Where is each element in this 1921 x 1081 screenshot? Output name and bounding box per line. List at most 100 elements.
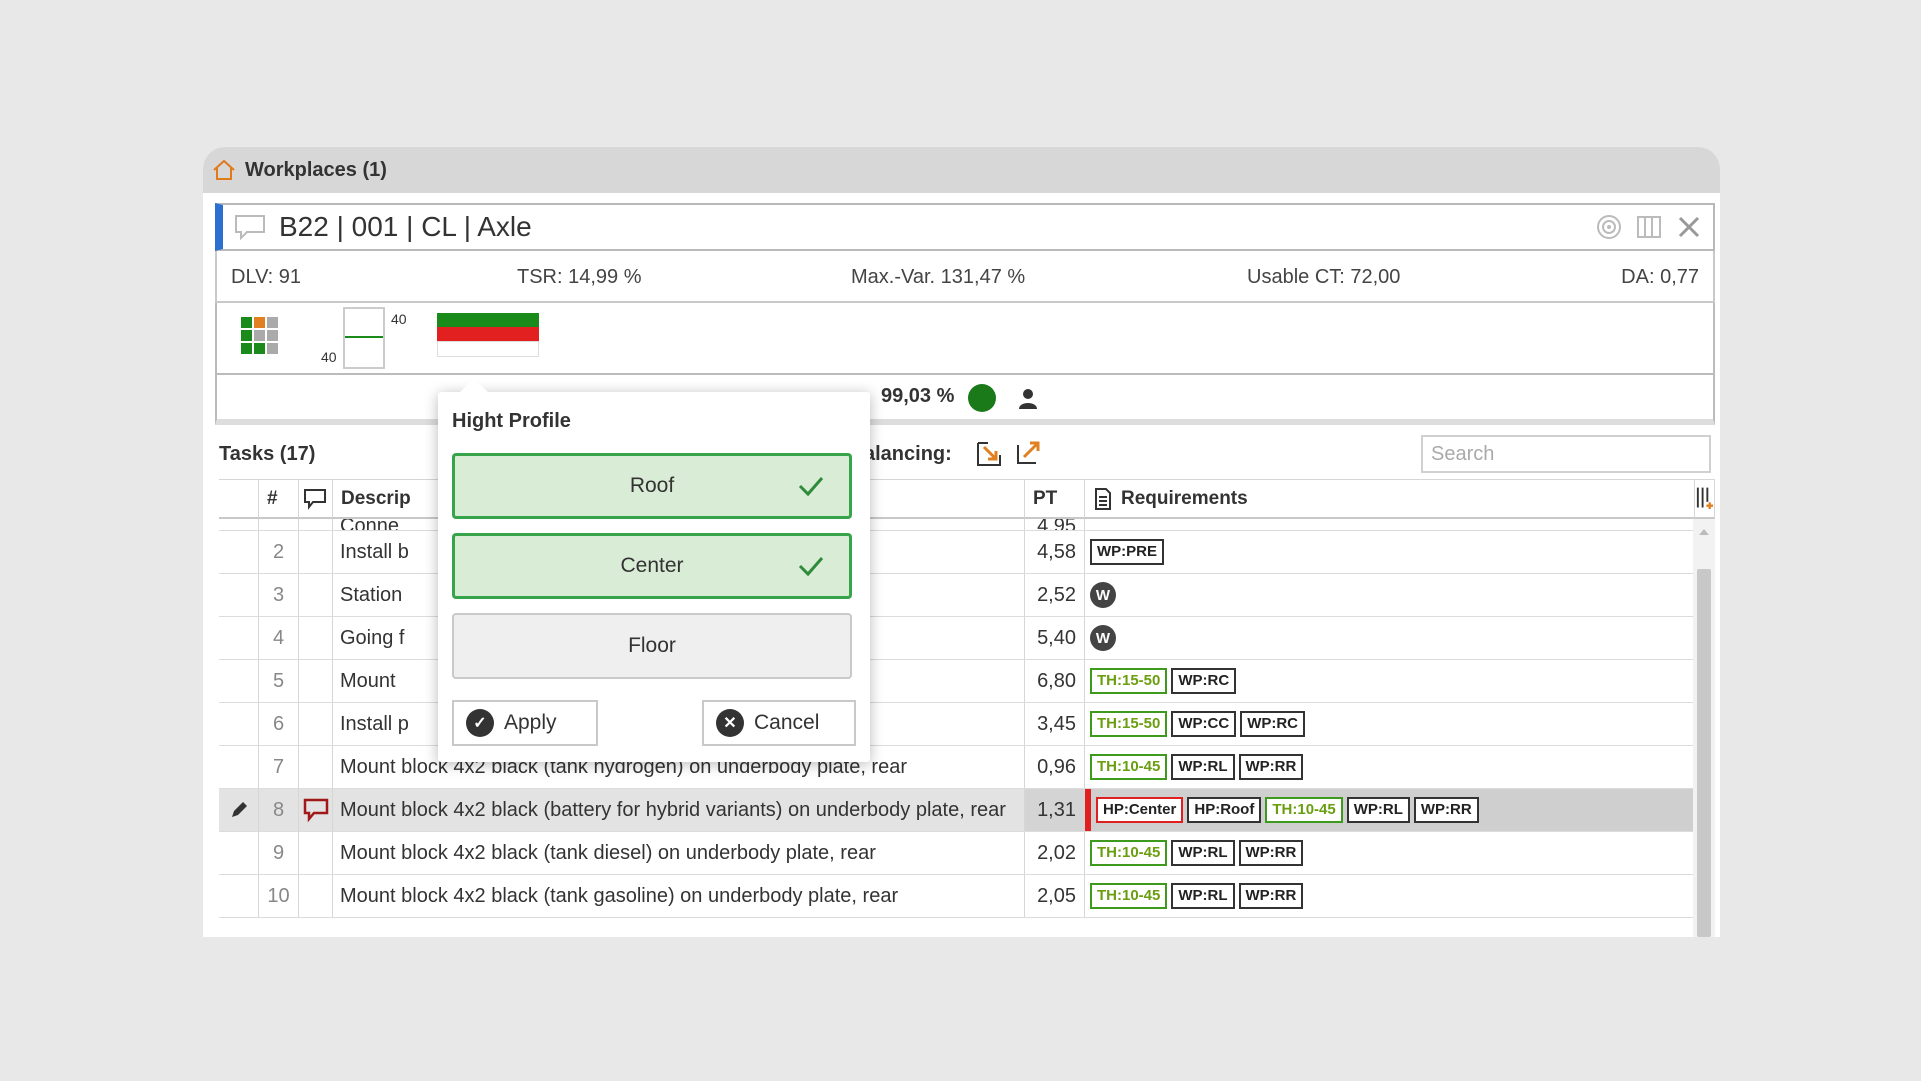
row-comment-cell[interactable] bbox=[299, 789, 333, 831]
table-row[interactable]: 8 Mount block 4x2 black (battery for hybr… bbox=[219, 789, 1695, 832]
row-edit-cell[interactable] bbox=[219, 531, 259, 573]
table-scrollbar[interactable] bbox=[1693, 519, 1715, 937]
requirement-tag[interactable]: WP:RL bbox=[1171, 883, 1235, 909]
window-titlebar: Workplaces (1) bbox=[203, 147, 1720, 193]
requirement-tag[interactable]: HP:Roof bbox=[1187, 797, 1262, 823]
row-requirements: WP:PRE bbox=[1085, 531, 1695, 573]
cancel-button[interactable]: ✕ Cancel bbox=[702, 700, 856, 746]
workplace-panel: B22 | 001 | CL | Axle DLV: 91 TS bbox=[215, 203, 1715, 937]
scrollbar-thumb[interactable] bbox=[1697, 569, 1711, 937]
balancing-label: alancing: bbox=[864, 443, 952, 465]
row-number: 8 bbox=[259, 789, 299, 831]
requirement-tag[interactable]: WP:RL bbox=[1171, 840, 1235, 866]
row-description-cell: Going f bbox=[333, 617, 1025, 659]
col-header-requirements[interactable]: Requirements bbox=[1085, 479, 1695, 519]
apply-button[interactable]: ✓ Apply bbox=[452, 700, 598, 746]
columns-icon[interactable] bbox=[1635, 213, 1663, 241]
requirement-tag[interactable]: TH:15-50 bbox=[1090, 711, 1168, 737]
row-pt: 4,95 bbox=[1037, 519, 1076, 531]
profile-option-floor[interactable]: Floor bbox=[452, 613, 852, 679]
row-pt: 2,52 bbox=[1025, 574, 1085, 616]
da-value: DA: 0,77 bbox=[1621, 266, 1699, 288]
row-edit-cell[interactable] bbox=[219, 875, 259, 917]
row-comment-cell[interactable] bbox=[299, 660, 333, 702]
tasks-toolbar: Tasks (17) alancing: Search bbox=[215, 431, 1715, 479]
row-comment-cell[interactable] bbox=[299, 832, 333, 874]
row-number: 6 bbox=[259, 703, 299, 745]
requirement-tag[interactable]: HP:Center bbox=[1096, 797, 1184, 823]
visualization-bar: 40 40 bbox=[215, 303, 1715, 375]
requirement-tag[interactable]: WP:PRE bbox=[1090, 539, 1164, 565]
row-comment-cell[interactable] bbox=[299, 746, 333, 788]
row-pt: 3,45 bbox=[1025, 703, 1085, 745]
requirement-tag[interactable]: WP:RR bbox=[1238, 754, 1304, 780]
scroll-up-icon[interactable] bbox=[1699, 529, 1709, 535]
requirement-tag[interactable]: TH:10-45 bbox=[1090, 840, 1168, 866]
row-edit-cell[interactable] bbox=[219, 703, 259, 745]
table-row[interactable]: 3 Station 2,52 W bbox=[219, 574, 1695, 617]
row-requirements: TH:15-50 WP:RC bbox=[1085, 660, 1695, 702]
row-pt: 2,05 bbox=[1025, 875, 1085, 917]
row-edit-cell[interactable] bbox=[219, 617, 259, 659]
table-row[interactable]: 9 Mount block 4x2 black (tank diesel) on … bbox=[219, 832, 1695, 875]
col-header-edit bbox=[219, 479, 259, 519]
user-icon[interactable] bbox=[1017, 387, 1039, 411]
row-requirements: TH:10-45 WP:RL WP:RR bbox=[1085, 832, 1695, 874]
row-requirements: TH:10-45 WP:RL WP:RR bbox=[1085, 875, 1695, 917]
requirement-tag[interactable]: WP:RR bbox=[1238, 883, 1304, 909]
viz-bottom-label: 40 bbox=[321, 349, 337, 365]
row-pt: 4,58 bbox=[1025, 531, 1085, 573]
table-row[interactable]: 10 Mount block 4x2 black (tank gasoline) … bbox=[219, 875, 1695, 918]
row-description: Mount bbox=[340, 669, 396, 692]
requirement-tag[interactable]: WP:RR bbox=[1238, 840, 1304, 866]
profile-option-center[interactable]: Center bbox=[452, 533, 852, 599]
w-badge-icon: W bbox=[1090, 582, 1116, 608]
row-comment-cell[interactable] bbox=[299, 703, 333, 745]
requirement-tag[interactable]: TH:10-45 bbox=[1265, 797, 1343, 823]
row-edit-cell[interactable] bbox=[219, 746, 259, 788]
row-description: Mount block 4x2 black (tank gasoline) on… bbox=[340, 884, 899, 907]
requirement-tag[interactable]: WP:RR bbox=[1413, 797, 1479, 823]
row-edit-cell[interactable] bbox=[219, 660, 259, 702]
row-description: Mount block 4x2 black (battery for hybri… bbox=[340, 798, 1006, 821]
row-comment-cell[interactable] bbox=[299, 531, 333, 573]
row-description: Install p bbox=[340, 712, 409, 735]
requirement-tag[interactable]: WP:RL bbox=[1171, 754, 1235, 780]
grid-matrix-icon[interactable] bbox=[241, 317, 285, 361]
requirement-tag[interactable]: TH:10-45 bbox=[1090, 883, 1168, 909]
comment-icon[interactable] bbox=[303, 798, 329, 822]
column-settings-icon[interactable] bbox=[1695, 479, 1715, 519]
close-icon[interactable] bbox=[1675, 213, 1703, 241]
col-header-pt[interactable]: PT bbox=[1025, 479, 1085, 519]
comment-icon[interactable] bbox=[233, 213, 267, 241]
row-description-cell: Mount block 4x2 black (tank diesel) on u… bbox=[333, 832, 1025, 874]
row-comment-cell[interactable] bbox=[299, 875, 333, 917]
requirement-tag[interactable]: WP:RC bbox=[1171, 668, 1237, 694]
pencil-icon[interactable] bbox=[229, 800, 249, 820]
height-profile-bar[interactable] bbox=[437, 313, 539, 363]
col-header-num[interactable]: # bbox=[259, 479, 299, 519]
profile-option-label: Center bbox=[620, 554, 684, 577]
row-description: Conne bbox=[340, 519, 399, 530]
row-edit-cell[interactable] bbox=[219, 574, 259, 616]
target-icon[interactable] bbox=[1595, 213, 1623, 241]
row-comment-cell[interactable] bbox=[299, 617, 333, 659]
requirement-tag[interactable]: WP:CC bbox=[1171, 711, 1237, 737]
table-row[interactable]: 4 Going f 5,40 W bbox=[219, 617, 1695, 660]
row-edit-cell[interactable] bbox=[219, 789, 259, 831]
requirement-tag[interactable]: TH:15-50 bbox=[1090, 668, 1168, 694]
level-box[interactable] bbox=[343, 307, 385, 369]
requirement-tag[interactable]: WP:RC bbox=[1240, 711, 1306, 737]
row-edit-cell[interactable] bbox=[219, 832, 259, 874]
search-input[interactable]: Search bbox=[1421, 435, 1711, 473]
row-description: Station bbox=[340, 583, 403, 606]
balance-out-icon[interactable] bbox=[1014, 437, 1044, 467]
row-pt: 2,02 bbox=[1025, 832, 1085, 874]
table-row[interactable]: 2 Install b 4,58 WP:PRE bbox=[219, 531, 1695, 574]
profile-option-roof[interactable]: Roof bbox=[452, 453, 852, 519]
row-comment-cell[interactable] bbox=[299, 574, 333, 616]
col-header-comment[interactable] bbox=[299, 479, 333, 519]
requirement-tag[interactable]: WP:RL bbox=[1346, 797, 1410, 823]
balance-in-icon[interactable] bbox=[974, 439, 1004, 469]
requirement-tag[interactable]: TH:10-45 bbox=[1090, 754, 1168, 780]
